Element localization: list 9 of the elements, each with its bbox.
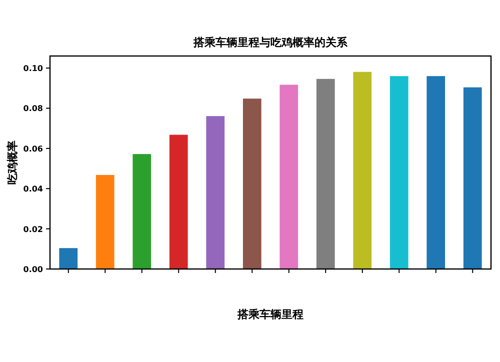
y-tick-label: 0.06	[23, 144, 44, 154]
y-tick-label: 0.10	[23, 64, 44, 74]
y-tick-label: 0.08	[23, 104, 44, 114]
y-tick-label: 0.04	[23, 184, 44, 194]
y-axis-title: 吃鸡概率	[6, 140, 19, 184]
y-tick-label: 0.00	[23, 265, 44, 274]
chart-title: 搭乘车辆里程与吃鸡概率的关系	[192, 36, 348, 49]
x-axis-title: 搭乘车辆里程	[236, 308, 304, 321]
y-tick-label: 0.02	[23, 224, 43, 234]
